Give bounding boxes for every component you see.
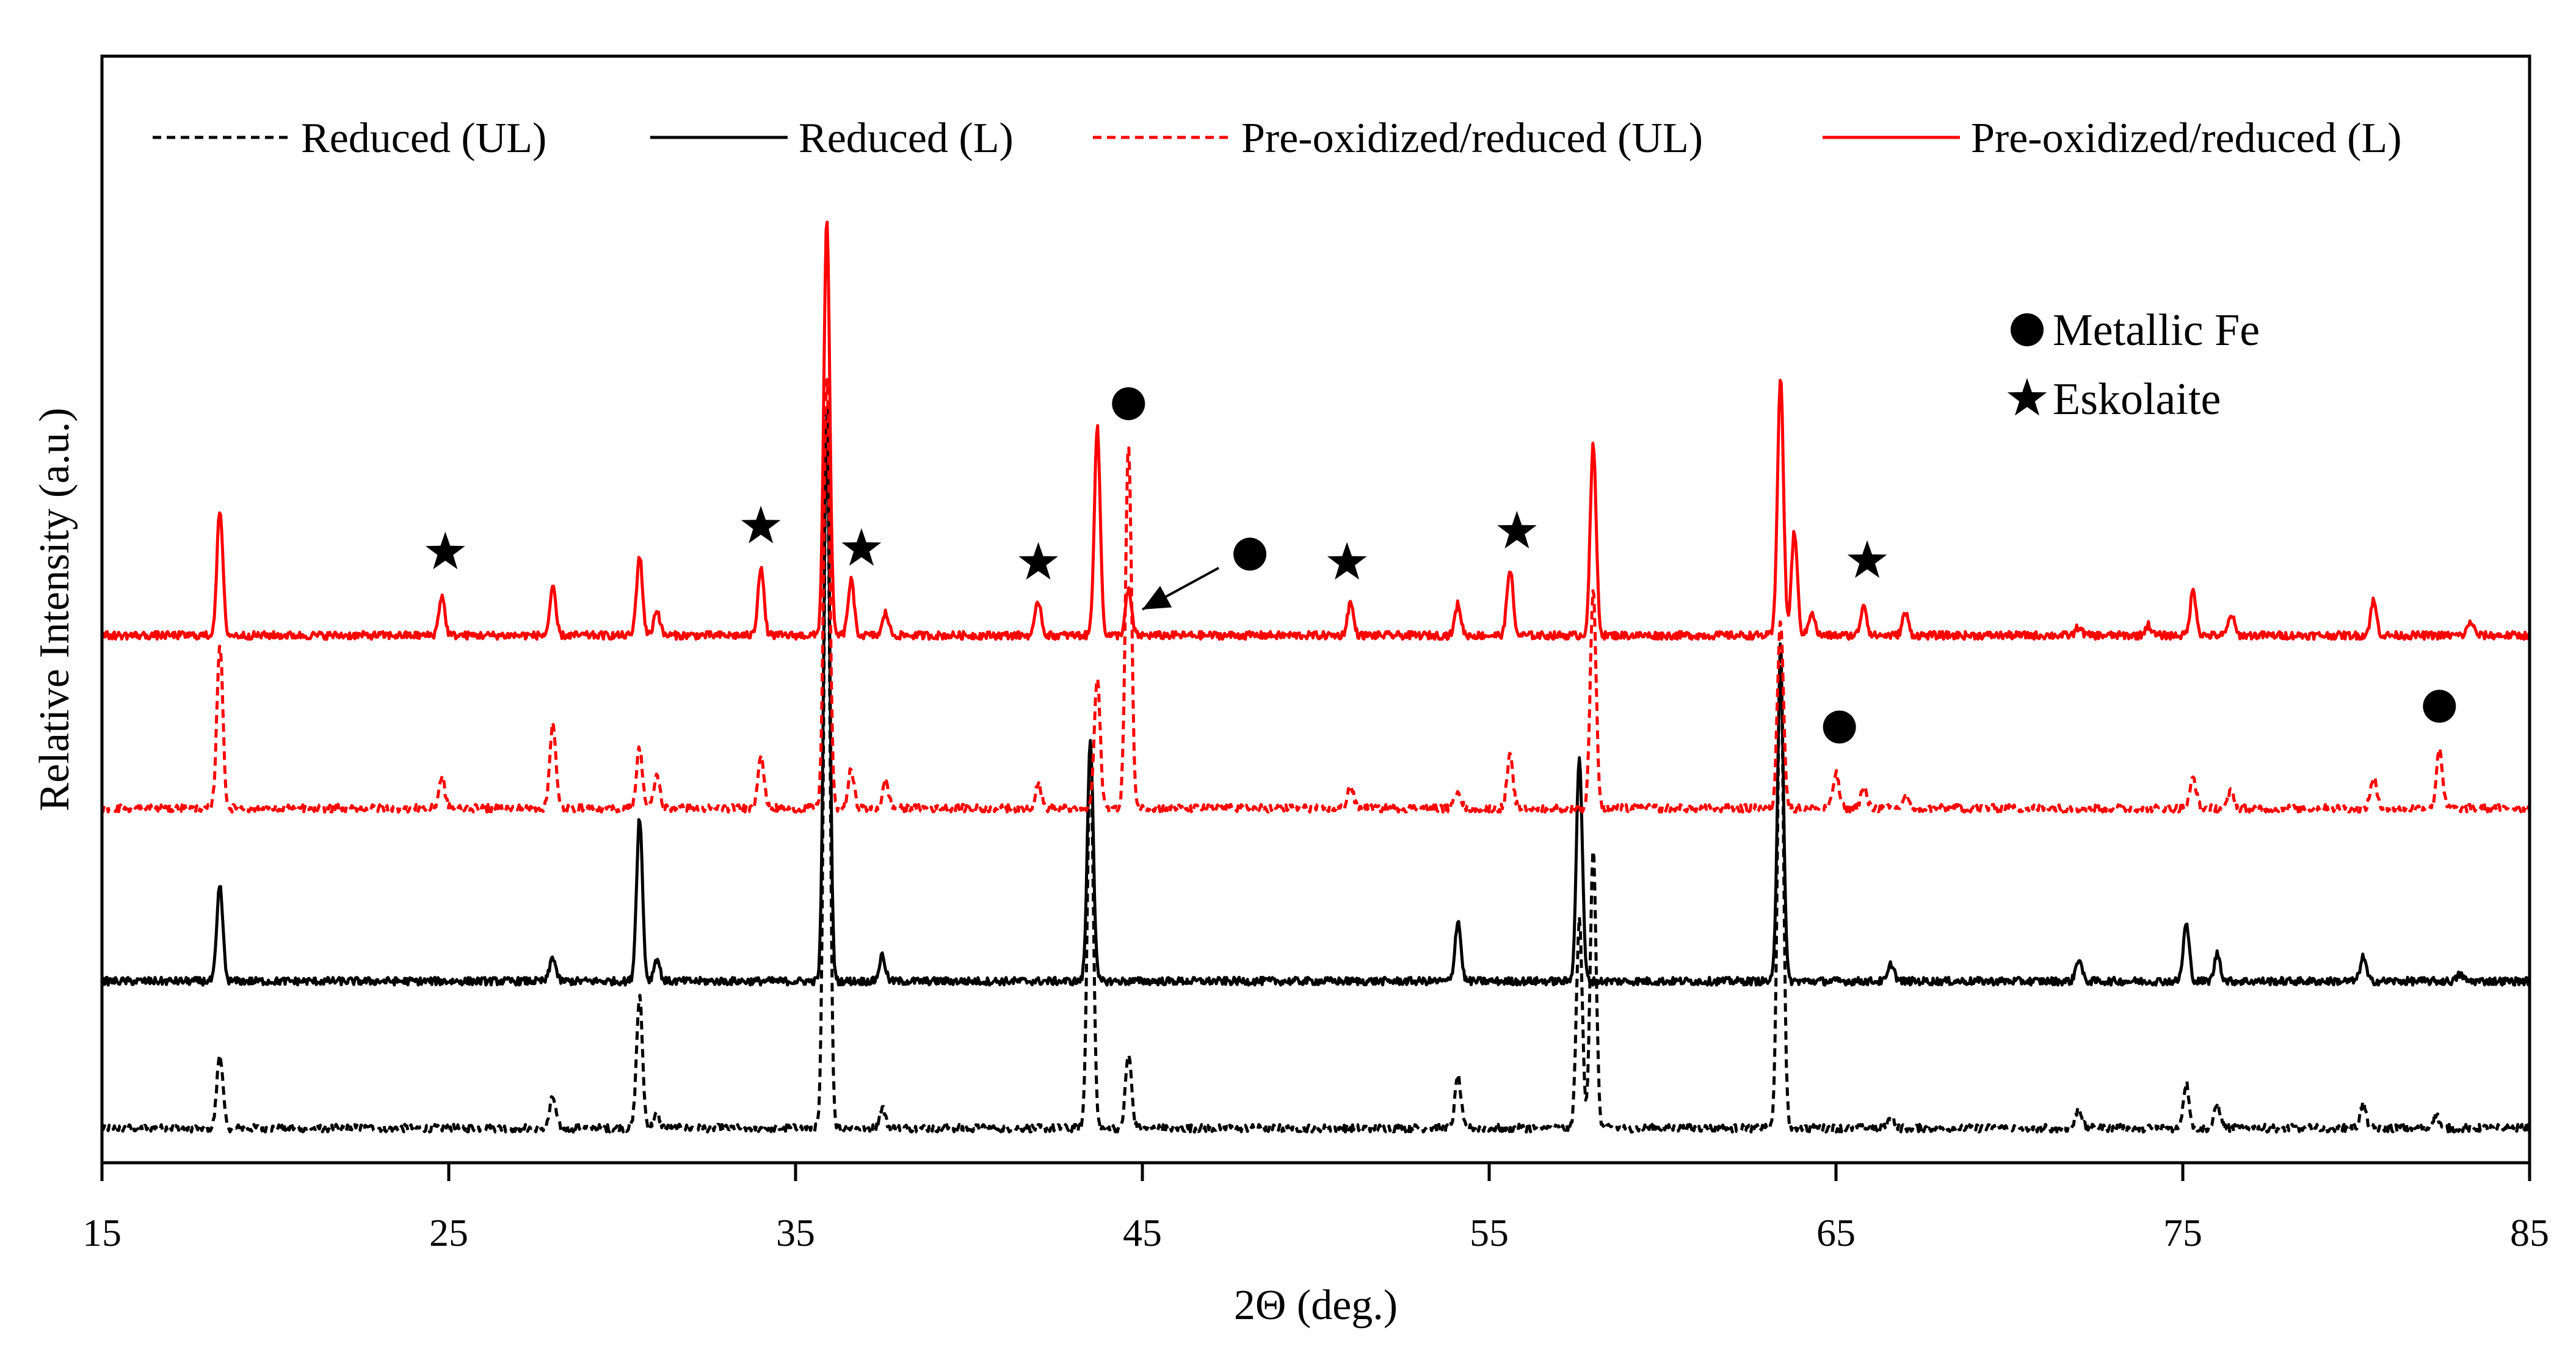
series-line-4 (100, 220, 2531, 641)
x-tick-label-25: 25 (429, 1211, 468, 1254)
legend-label-1: Reduced (UL) (301, 115, 546, 162)
x-tick-label-65: 65 (1816, 1211, 1856, 1254)
marker-layer (426, 387, 2456, 744)
eskolaite-marker-5 (1327, 542, 1367, 580)
symbol-legend-star-icon (2007, 378, 2047, 416)
x-tick-label-55: 55 (1470, 1211, 1509, 1254)
x-tick-label-45: 45 (1123, 1211, 1162, 1254)
x-tick-label-15: 15 (82, 1211, 122, 1254)
x-tick-label-35: 35 (776, 1211, 815, 1254)
eskolaite-marker-1 (426, 531, 465, 570)
metallic-fe-marker-10 (1823, 710, 1856, 744)
symbol-legend: Metallic Fe Eskolaite (2007, 305, 2260, 424)
annotation-arrow-head (1142, 586, 1172, 609)
metallic-fe-marker-9 (1233, 537, 1267, 571)
symbol-legend-label-1: Metallic Fe (2053, 305, 2260, 355)
series-layer (100, 220, 2531, 1134)
x-axis-title: 2Θ (deg.) (1234, 1282, 1398, 1329)
legend-label-2: Reduced (L) (799, 115, 1014, 162)
eskolaite-marker-4 (1018, 542, 1058, 580)
eskolaite-marker-7 (1847, 540, 1887, 578)
symbol-legend-circle-icon (2011, 313, 2044, 346)
eskolaite-marker-2 (741, 506, 781, 544)
legend-label-4: Pre-oxidized/reduced (L) (1971, 115, 2402, 162)
y-axis-title: Relative Intensity (a.u.) (31, 408, 78, 812)
eskolaite-marker-6 (1497, 511, 1537, 549)
series-line-2 (100, 415, 2531, 987)
metallic-fe-marker-11 (2423, 689, 2456, 723)
x-axis: 15 25 35 45 55 65 75 85 (82, 1163, 2549, 1254)
metallic-fe-marker-8 (1112, 387, 1145, 421)
legend-label-3: Pre-oxidized/reduced (UL) (1241, 115, 1703, 162)
series-line-3 (100, 377, 2531, 814)
eskolaite-marker-3 (841, 528, 882, 566)
series-line-1 (100, 403, 2531, 1134)
plot-frame (100, 54, 2531, 1165)
x-tick-label-85: 85 (2510, 1211, 2549, 1254)
symbol-legend-label-2: Eskolaite (2053, 374, 2221, 424)
x-tick-label-75: 75 (2163, 1211, 2202, 1254)
legend: Reduced (UL) Reduced (L) Pre-oxidized/redu… (153, 115, 2402, 162)
